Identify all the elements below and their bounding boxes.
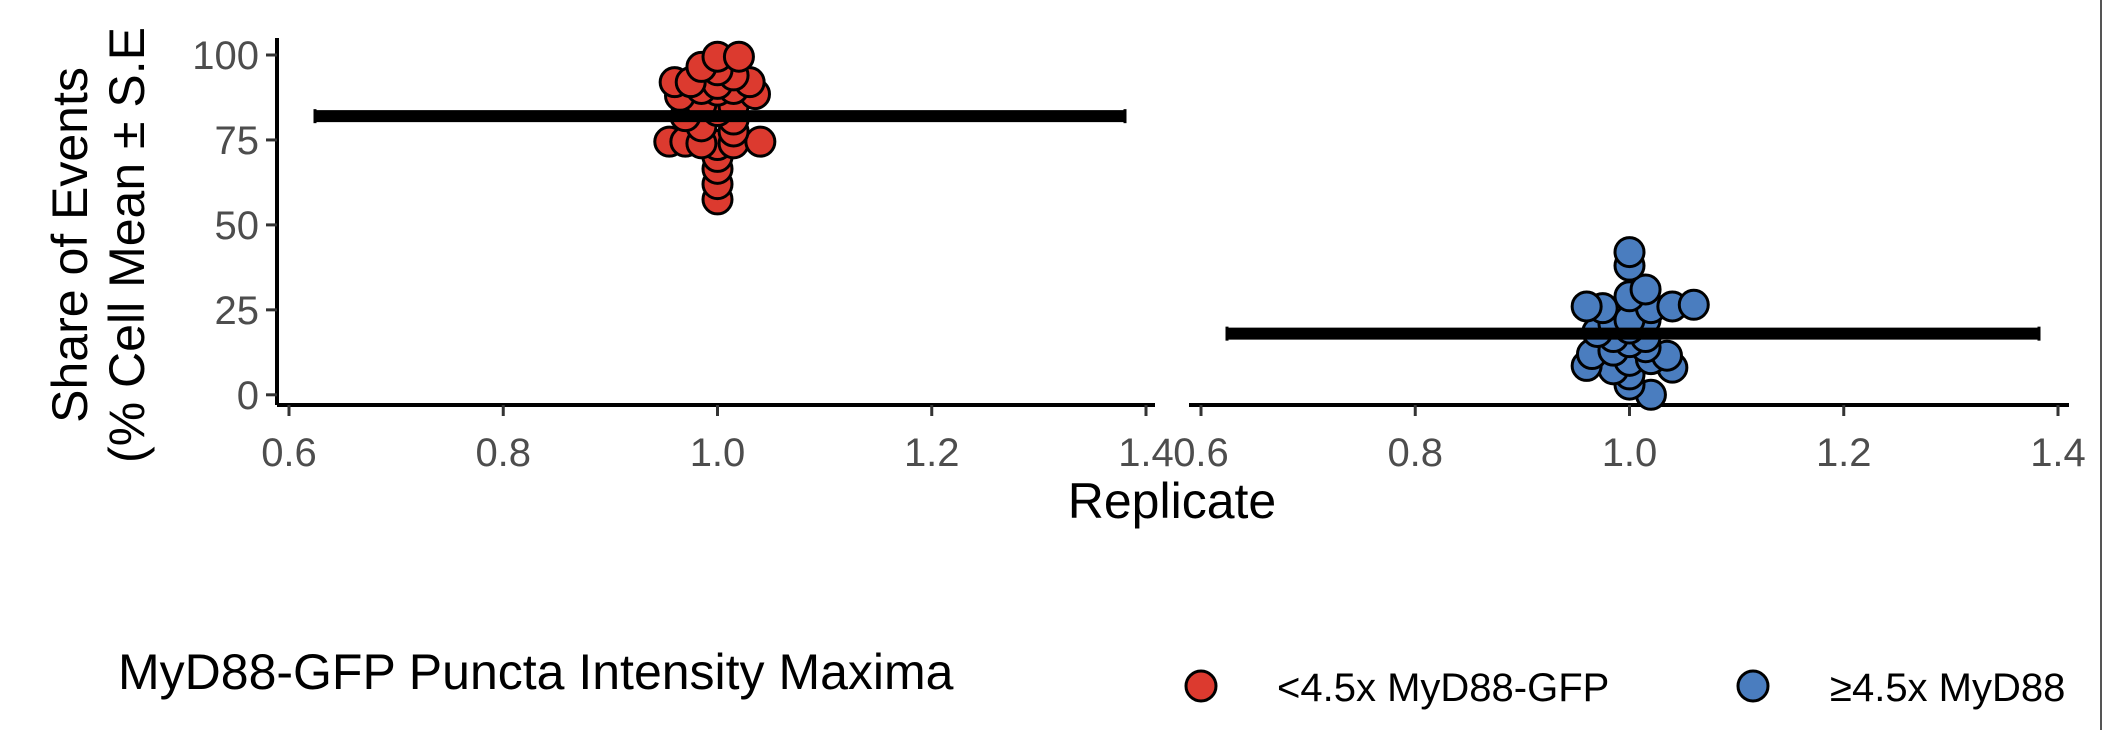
data-point	[1613, 236, 1646, 269]
y-tick-label: 50	[215, 204, 260, 248]
legend-swatch-lt-4-5x	[1184, 669, 1218, 703]
legend-swatch-ge-4-5x	[1736, 669, 1770, 703]
legend-title: MyD88-GFP Puncta Intensity Maxima	[118, 644, 954, 700]
x-tick-label: 1.4	[1118, 431, 1174, 475]
data-point	[1570, 290, 1603, 323]
x-tick-label: 1.4	[2030, 431, 2086, 475]
x-tick-label: 1.0	[690, 431, 746, 475]
y-tick-label: 75	[215, 119, 260, 163]
x-tick-label: 0.8	[1387, 431, 1443, 475]
legend: MyD88-GFP Puncta Intensity Maxima <4.5x …	[118, 644, 2065, 710]
y-axis-title-line-2: (% Cell Mean ± S.E	[99, 27, 155, 463]
x-tick-label: 1.2	[1816, 431, 1872, 475]
y-tick-label: 0	[237, 374, 259, 418]
data-point	[722, 40, 755, 73]
legend-label-ge-4-5x: ≥4.5x MyD88	[1830, 666, 2065, 710]
data-point	[744, 125, 777, 158]
data-point	[1629, 273, 1662, 306]
y-axis-title-line-1: Share of Events	[42, 67, 98, 423]
x-tick-label: 1.0	[1602, 431, 1658, 475]
x-tick-label: 0.6	[1173, 431, 1229, 475]
data-point	[1677, 288, 1710, 321]
y-tick-label: 100	[192, 34, 259, 78]
x-axis-title: Replicate	[1068, 473, 1276, 529]
x-tick-label: 0.8	[475, 431, 531, 475]
panel-2: 0.6 0.8 1.0 1.2 1.4	[1173, 236, 2086, 475]
legend-label-lt-4-5x: <4.5x MyD88-GFP	[1277, 666, 1609, 710]
panel-1: 0.6 0.8 1.0 1.2 1.4 0 25 50 75 100	[192, 34, 1174, 475]
y-tick-label: 25	[215, 289, 260, 333]
x-tick-label: 1.2	[904, 431, 960, 475]
x-tick-label: 0.6	[261, 431, 317, 475]
plot-layer: 0.6 0.8 1.0 1.2 1.4 0 25 50 75 100 0.6 0.8 1.0 1.2 1.4	[192, 34, 2086, 475]
